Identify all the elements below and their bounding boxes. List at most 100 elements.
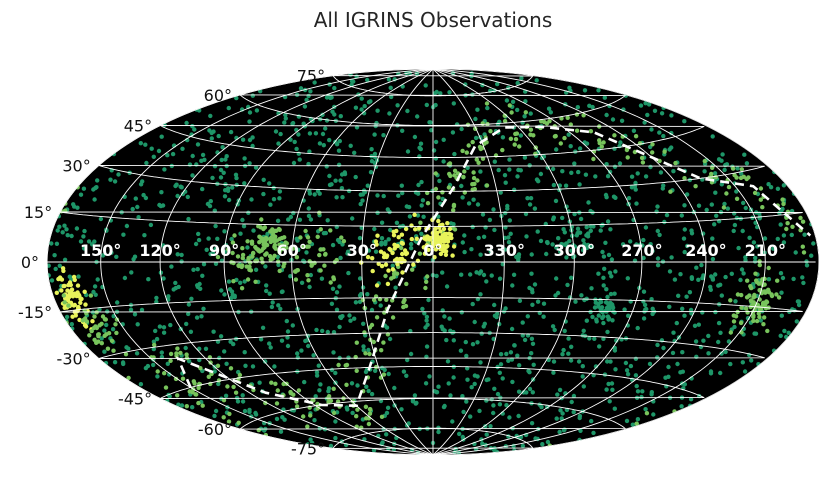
observation-point [688,397,694,402]
observation-point [412,212,417,217]
observation-point [411,262,416,267]
observation-point [520,320,525,325]
observation-point [452,173,457,178]
observation-point [436,195,441,200]
latitude-tick-label: -75° [291,439,325,458]
observation-point [778,222,783,227]
observation-point [162,167,167,172]
observation-point [524,234,529,239]
observation-point [546,106,552,111]
observation-point [596,271,601,276]
observation-point [184,120,189,126]
observation-point [649,127,654,132]
observation-point [328,443,334,449]
observation-point [330,109,335,114]
observation-point [109,250,114,255]
observation-point [719,351,724,356]
observation-point [477,408,482,414]
observation-point [466,201,472,206]
observation-point [560,215,565,221]
observation-point [102,328,107,333]
observation-point [224,154,229,159]
observation-point [360,417,366,422]
observation-point [801,280,806,286]
observation-point [524,390,529,395]
observation-point [507,167,512,172]
observation-point [662,149,667,154]
dashed-path [175,125,812,408]
observation-point [643,101,648,106]
observation-point [412,134,418,140]
observation-point [512,187,517,192]
observation-point [337,138,342,144]
observation-point [460,195,465,200]
observation-point [502,118,508,124]
observation-point [240,393,245,398]
observation-point [517,298,523,303]
observation-point [303,228,308,234]
observation-point [341,239,347,244]
observation-point [197,346,202,351]
observation-point [582,297,587,303]
observation-point [405,357,410,363]
observation-point [506,358,511,363]
observation-point [498,190,503,195]
observation-point [735,309,740,315]
observation-point [270,300,275,305]
observation-point [53,266,58,272]
observation-point [296,247,301,252]
observation-point [559,241,564,247]
observation-point [522,337,528,343]
observation-point [709,274,714,279]
observation-point [420,198,426,203]
observation-point [318,268,323,273]
observation-point [313,394,318,399]
observation-point [451,208,456,213]
observation-point [187,162,193,167]
observation-point [781,201,786,207]
observation-point [226,279,232,284]
observation-point [302,379,307,385]
observation-point [633,373,639,378]
observation-point [804,259,809,264]
observation-point [551,370,556,375]
observation-point [268,239,273,245]
observation-point [670,350,676,356]
observation-point [784,226,789,232]
observation-point [682,227,687,232]
observation-point [430,188,435,193]
observation-point [64,227,69,232]
observation-point [605,314,611,319]
observation-point [354,340,359,345]
observation-point [399,245,404,251]
observation-point [593,174,598,179]
observation-point [710,165,715,170]
observation-point [161,330,167,335]
observation-point [98,216,104,222]
observation-point [154,299,159,305]
observation-point [655,256,661,261]
observation-point [443,252,449,257]
longitude-line [361,69,434,455]
observation-point [558,408,563,413]
observation-point [365,77,370,83]
observation-point [433,186,439,192]
observation-point [231,260,236,266]
observation-point [539,404,544,410]
observation-point [495,364,500,370]
observation-point [408,246,414,251]
observation-point [503,180,508,185]
observation-point [367,407,373,412]
observation-point [652,108,658,114]
observation-point [423,83,428,88]
observation-point [734,215,740,221]
observation-point [65,288,70,293]
observation-point [758,318,763,323]
observation-point [680,369,685,374]
observation-point [503,210,508,216]
observation-point [210,175,215,181]
observation-point [736,245,741,251]
observation-point [401,304,406,310]
observation-point [301,121,306,126]
observation-point [540,442,545,447]
